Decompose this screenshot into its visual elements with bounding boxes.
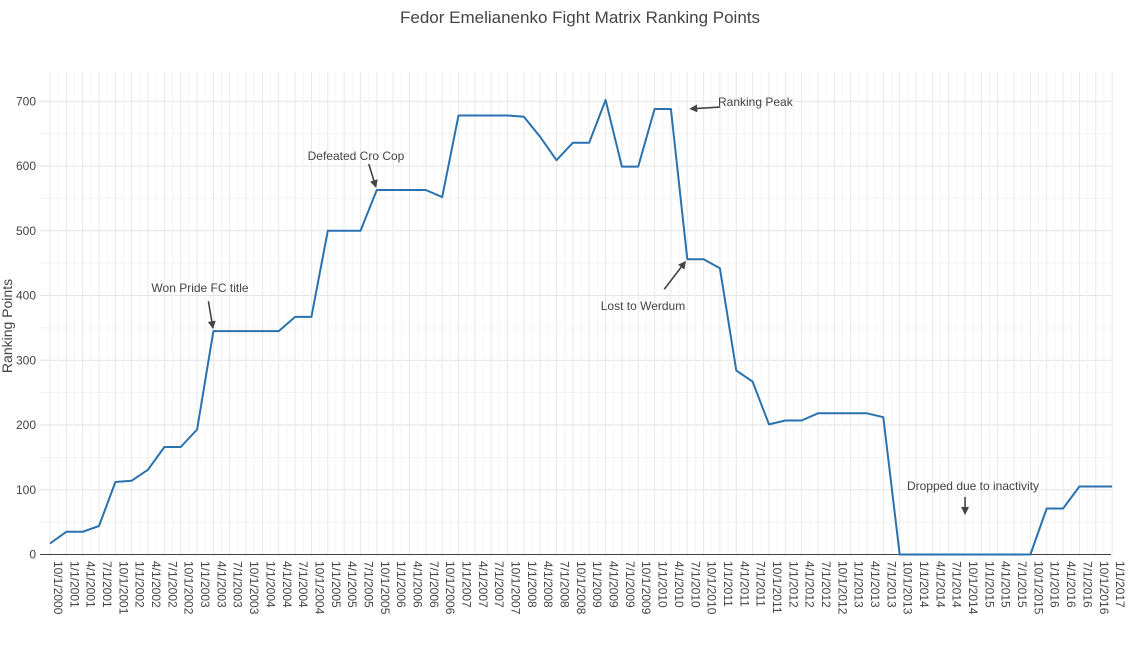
x-tick-label: 10/1/2000 bbox=[51, 561, 65, 615]
x-tick-label: 7/1/2010 bbox=[688, 561, 702, 608]
x-tick-label: 10/1/2013 bbox=[901, 561, 915, 615]
x-tick-label: 10/1/2014 bbox=[966, 561, 980, 615]
x-tick-label: 1/1/2017 bbox=[1113, 561, 1127, 608]
x-tick-label: 10/1/2015 bbox=[1031, 561, 1045, 615]
x-tick-label: 4/1/2008 bbox=[541, 561, 555, 608]
x-tick-label: 4/1/2013 bbox=[868, 561, 882, 608]
x-tick-label: 4/1/2009 bbox=[607, 561, 621, 608]
x-tick-label: 4/1/2015 bbox=[999, 561, 1013, 608]
annotation-arrow bbox=[689, 104, 721, 113]
x-tick-label: 7/1/2011 bbox=[754, 561, 768, 607]
x-tick-label: 1/1/2010 bbox=[656, 561, 670, 608]
x-tick-label: 10/1/2005 bbox=[378, 561, 392, 615]
x-tick-label: 7/1/2015 bbox=[1015, 561, 1029, 608]
x-tick-label: 4/1/2004 bbox=[280, 561, 294, 608]
x-tick-label: 10/1/2001 bbox=[116, 561, 130, 615]
x-tick-label: 10/1/2012 bbox=[835, 561, 849, 615]
annotation-label: Lost to Werdum bbox=[601, 299, 685, 313]
chart-title: Fedor Emelianenko Fight Matrix Ranking P… bbox=[400, 8, 760, 27]
x-tick-label: 4/1/2001 bbox=[84, 561, 98, 608]
x-tick-label: 1/1/2012 bbox=[786, 561, 800, 608]
x-tick-label: 4/1/2007 bbox=[476, 561, 490, 608]
x-tick-label: 10/1/2006 bbox=[443, 561, 457, 615]
x-tick-label: 4/1/2005 bbox=[345, 561, 359, 608]
annotation-label: Dropped due to inactivity bbox=[907, 479, 1039, 493]
x-tick-label: 10/1/2010 bbox=[705, 561, 719, 615]
x-tick-label: 7/1/2012 bbox=[819, 561, 833, 608]
x-tick-label: 4/1/2002 bbox=[149, 561, 163, 608]
annotation-arrow bbox=[368, 163, 378, 189]
y-tick-label: 100 bbox=[16, 483, 36, 497]
x-tick-label: 1/1/2011 bbox=[721, 561, 735, 607]
x-tick-label: 7/1/2009 bbox=[623, 561, 637, 608]
x-tick-label: 10/1/2003 bbox=[247, 561, 261, 615]
x-tick-label: 4/1/2016 bbox=[1064, 561, 1078, 608]
annotation-arrow bbox=[207, 300, 216, 330]
y-axis-ticks: 0 100 200 300 400 500 600 700 bbox=[16, 94, 36, 561]
y-tick-label: 0 bbox=[29, 548, 36, 562]
x-tick-label: 1/1/2002 bbox=[133, 561, 147, 608]
x-tick-label: 7/1/2005 bbox=[361, 561, 375, 608]
x-tick-label: 1/1/2015 bbox=[982, 561, 996, 608]
x-tick-label: 4/1/2010 bbox=[672, 561, 686, 608]
y-tick-label: 200 bbox=[16, 418, 36, 432]
x-tick-label: 4/1/2012 bbox=[803, 561, 817, 608]
x-tick-label: 1/1/2007 bbox=[460, 561, 474, 608]
x-tick-label: 10/1/2007 bbox=[509, 561, 523, 615]
y-tick-label: 300 bbox=[16, 353, 36, 367]
x-tick-label: 1/1/2013 bbox=[852, 561, 866, 608]
annotation-arrow bbox=[663, 260, 687, 290]
x-tick-label: 7/1/2013 bbox=[884, 561, 898, 608]
y-tick-label: 500 bbox=[16, 224, 36, 238]
x-tick-label: 10/1/2011 bbox=[770, 561, 784, 614]
x-tick-label: 10/1/2009 bbox=[639, 561, 653, 615]
x-tick-label: 1/1/2005 bbox=[329, 561, 343, 608]
x-tick-label: 7/1/2001 bbox=[100, 561, 114, 608]
x-tick-label: 4/1/2011 bbox=[737, 561, 751, 607]
x-tick-label: 1/1/2006 bbox=[394, 561, 408, 608]
x-tick-label: 7/1/2003 bbox=[231, 561, 245, 608]
x-tick-label: 7/1/2004 bbox=[296, 561, 310, 608]
gridlines bbox=[40, 72, 1113, 556]
x-tick-label: 7/1/2002 bbox=[165, 561, 179, 608]
y-tick-label: 700 bbox=[16, 94, 36, 108]
x-tick-label: 10/1/2016 bbox=[1097, 561, 1111, 615]
x-tick-label: 4/1/2003 bbox=[214, 561, 228, 608]
x-tick-label: 7/1/2008 bbox=[558, 561, 572, 608]
y-axis-title: Ranking Points bbox=[0, 279, 15, 373]
x-tick-label: 1/1/2003 bbox=[198, 561, 212, 608]
x-tick-label: 1/1/2001 bbox=[67, 561, 81, 608]
y-tick-label: 600 bbox=[16, 159, 36, 173]
x-tick-label: 10/1/2004 bbox=[312, 561, 326, 615]
x-tick-label: 10/1/2002 bbox=[182, 561, 196, 615]
x-tick-label: 4/1/2014 bbox=[933, 561, 947, 608]
x-tick-label: 10/1/2008 bbox=[574, 561, 588, 615]
x-tick-label: 1/1/2009 bbox=[590, 561, 604, 608]
x-tick-label: 1/1/2014 bbox=[917, 561, 931, 608]
x-axis-ticks: 10/1/2000 1/1/2001 4/1/2001 7/1/2001 10/1/20… bbox=[51, 561, 1127, 615]
x-tick-label: 7/1/2006 bbox=[427, 561, 441, 608]
annotation-label: Defeated Cro Cop bbox=[308, 149, 405, 163]
x-tick-label: 7/1/2007 bbox=[492, 561, 506, 608]
annotations: Won Pride FC title Defeated Cro Cop Rankin… bbox=[151, 95, 1039, 515]
x-tick-label: 1/1/2016 bbox=[1048, 561, 1062, 608]
x-tick-label: 7/1/2016 bbox=[1080, 561, 1094, 608]
series-line bbox=[49, 99, 1113, 556]
annotation-label: Ranking Peak bbox=[718, 95, 794, 109]
x-tick-label: 7/1/2014 bbox=[950, 561, 964, 608]
y-tick-label: 400 bbox=[16, 289, 36, 303]
x-tick-label: 1/1/2004 bbox=[263, 561, 277, 608]
x-tick-label: 4/1/2006 bbox=[410, 561, 424, 608]
annotation-label: Won Pride FC title bbox=[151, 281, 248, 295]
x-tick-label: 1/1/2008 bbox=[525, 561, 539, 608]
